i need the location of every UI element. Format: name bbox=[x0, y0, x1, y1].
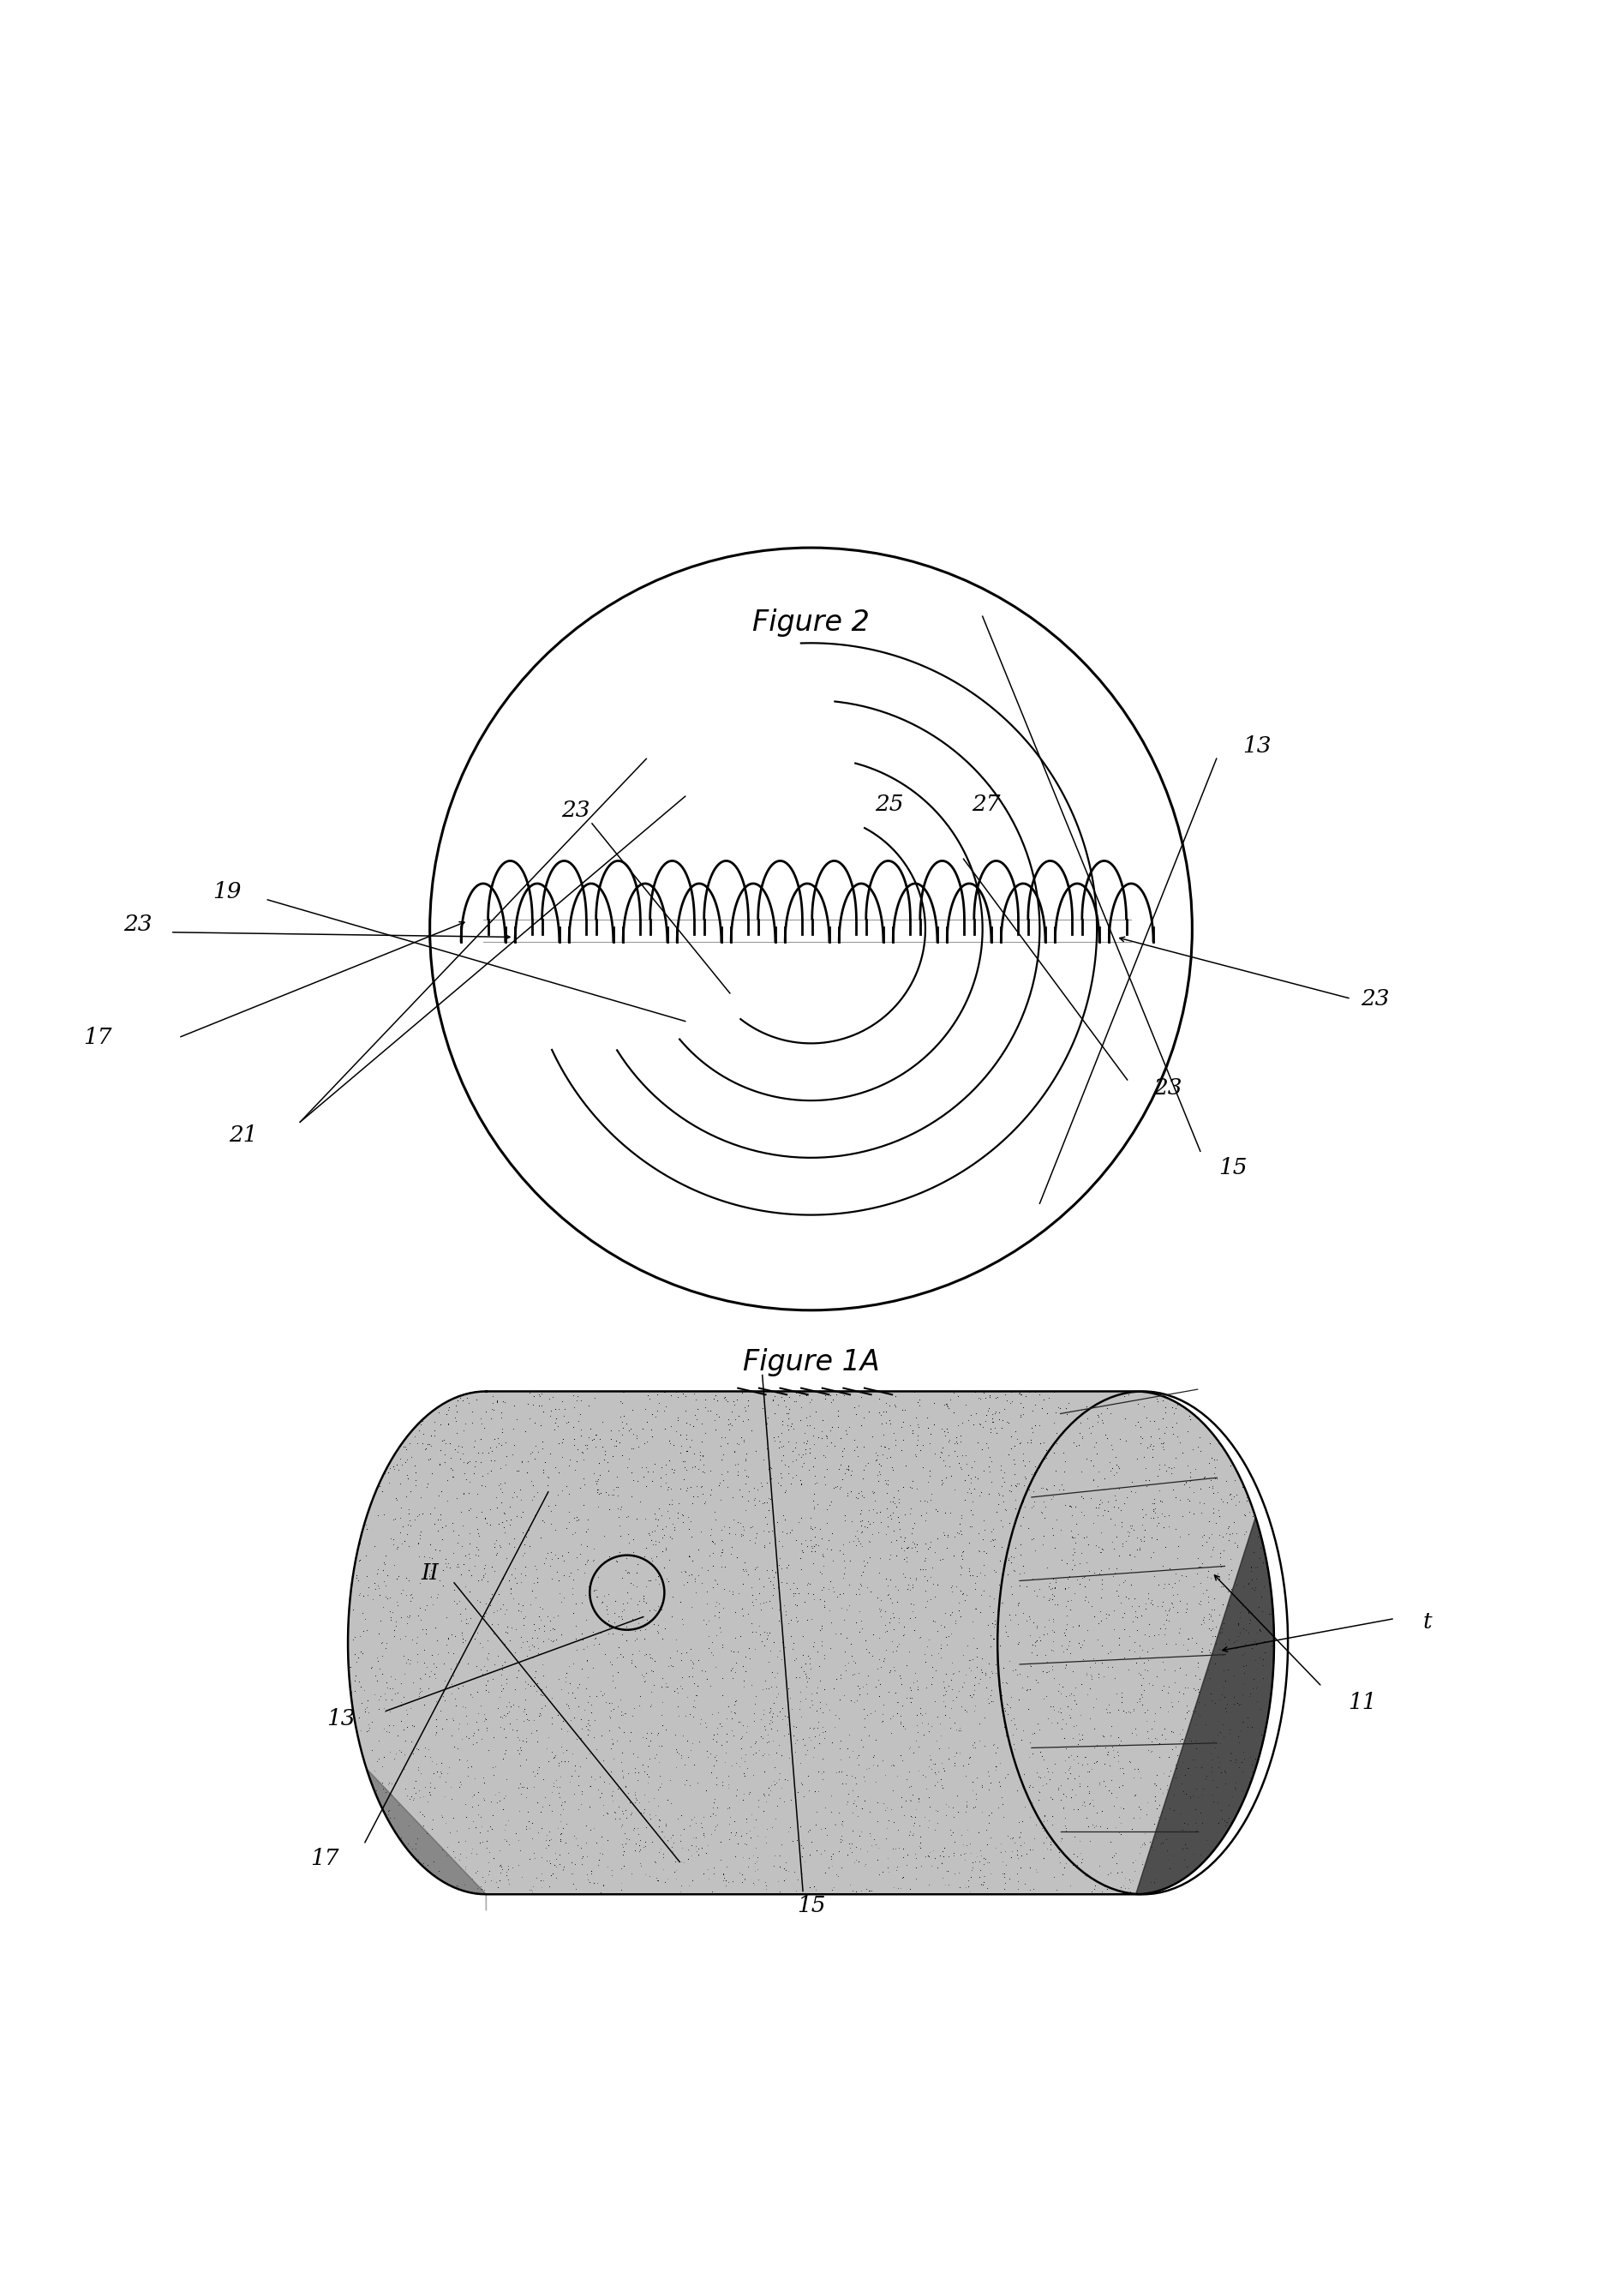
Text: 13: 13 bbox=[1242, 735, 1272, 755]
Polygon shape bbox=[367, 1768, 487, 1910]
Text: 11: 11 bbox=[1348, 1692, 1377, 1713]
Text: 17: 17 bbox=[83, 1026, 112, 1049]
Text: 25: 25 bbox=[874, 794, 903, 815]
Text: Figure 2: Figure 2 bbox=[753, 608, 869, 636]
Text: 19: 19 bbox=[212, 882, 242, 902]
Text: 23: 23 bbox=[561, 799, 590, 822]
Text: 17: 17 bbox=[310, 1848, 339, 1869]
Text: 15: 15 bbox=[796, 1894, 826, 1917]
Text: 21: 21 bbox=[229, 1125, 258, 1146]
Text: Figure 1A: Figure 1A bbox=[743, 1348, 879, 1375]
Text: 27: 27 bbox=[972, 794, 1001, 815]
Text: 23: 23 bbox=[1361, 987, 1390, 1010]
Polygon shape bbox=[519, 1518, 1273, 1894]
Text: t: t bbox=[1422, 1612, 1432, 1632]
Text: 13: 13 bbox=[326, 1708, 355, 1729]
Text: II: II bbox=[422, 1561, 438, 1584]
Text: 23: 23 bbox=[1153, 1077, 1182, 1100]
Text: 23: 23 bbox=[123, 914, 152, 934]
Polygon shape bbox=[349, 1391, 1273, 1894]
Text: 15: 15 bbox=[1218, 1157, 1247, 1178]
